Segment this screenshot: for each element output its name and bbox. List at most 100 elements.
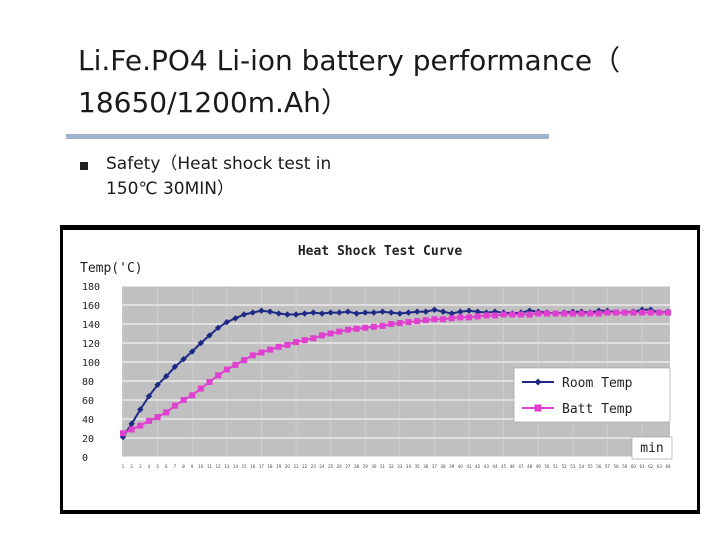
data-point-batt — [466, 314, 473, 321]
x-tick-label: 3 — [139, 464, 142, 469]
data-point-batt — [621, 309, 628, 316]
data-point-batt — [613, 309, 620, 316]
x-tick-label: 57 — [605, 464, 611, 469]
chart-frame: 0 20 40 60 80 100 120 140 160 180 Heat Shock Test … — [60, 225, 700, 514]
x-tick-label: 46 — [510, 464, 516, 469]
x-axis-label: min — [640, 441, 663, 456]
data-point-batt — [128, 426, 135, 433]
x-tick-label: 22 — [302, 464, 308, 469]
data-point-room — [465, 307, 473, 314]
data-point-batt — [457, 314, 464, 321]
data-point-room — [396, 310, 404, 317]
data-point-batt — [500, 311, 507, 318]
x-tick-label: 59 — [622, 464, 628, 469]
data-point-room — [362, 309, 369, 316]
x-tick-label: 53 — [570, 464, 576, 469]
x-tick-label: 12 — [216, 464, 222, 469]
data-point-room — [405, 309, 412, 316]
data-point-batt — [137, 422, 144, 429]
data-point-batt — [448, 315, 455, 322]
x-tick-label: 48 — [527, 464, 533, 469]
data-point-batt — [396, 320, 403, 327]
data-point-batt — [249, 352, 256, 359]
x-tick-label: 40 — [458, 464, 464, 469]
data-point-batt — [284, 341, 291, 348]
data-point-batt — [543, 310, 550, 317]
data-point-batt — [206, 378, 213, 385]
x-tick-label: 64 — [665, 464, 671, 469]
data-point-batt — [552, 310, 559, 317]
data-point-batt — [241, 357, 248, 364]
x-tick-label: 43 — [484, 464, 490, 469]
data-point-batt — [647, 309, 654, 316]
data-point-room — [457, 308, 464, 315]
x-tick-label: 26 — [337, 464, 343, 469]
x-tick-label: 20 — [285, 464, 291, 469]
data-point-batt — [163, 409, 170, 416]
data-point-batt — [301, 337, 308, 344]
x-tick-label: 31 — [380, 464, 386, 469]
data-point-room — [353, 310, 360, 317]
x-tick-label: 36 — [423, 464, 429, 469]
data-point-room — [413, 308, 421, 315]
data-point-room — [128, 420, 135, 427]
data-point-room — [301, 310, 308, 317]
x-tick-label: 38 — [441, 464, 447, 469]
data-point-room — [275, 310, 282, 317]
data-point-batt — [362, 324, 369, 331]
x-tick-label: 42 — [475, 464, 481, 469]
data-point-batt — [491, 312, 498, 319]
data-point-batt — [336, 328, 343, 335]
bullet-square-icon — [80, 162, 88, 170]
x-tick-label: 32 — [389, 464, 395, 469]
x-tick-label: 35 — [415, 464, 421, 469]
x-tick-label: 39 — [449, 464, 455, 469]
data-point-batt — [595, 310, 602, 317]
data-point-batt — [656, 309, 663, 316]
series-line-0 — [122, 308, 669, 438]
x-tick-label: 54 — [579, 464, 585, 469]
x-tick-label: 51 — [553, 464, 559, 469]
data-point-batt — [509, 311, 516, 318]
x-tick-label: 6 — [165, 464, 168, 469]
x-tick-label: 50 — [544, 464, 550, 469]
data-point-room — [422, 308, 429, 315]
bullet-line-2: 150℃ 30MIN） — [106, 179, 234, 199]
x-tick-label: 49 — [536, 464, 542, 469]
x-tick-label: 21 — [293, 464, 299, 469]
data-point-batt — [171, 402, 178, 409]
x-tick-label: 41 — [466, 464, 472, 469]
x-tick-label: 14 — [233, 464, 239, 469]
x-tick-label: 58 — [614, 464, 620, 469]
y-tick-label: 120 — [82, 339, 100, 350]
data-point-batt — [215, 372, 222, 379]
data-point-room — [258, 307, 265, 314]
data-point-room — [223, 318, 231, 326]
legend-marker-batt — [534, 404, 542, 412]
y-tick-label: 140 — [82, 320, 100, 331]
data-point-batt — [189, 392, 196, 399]
data-point-batt — [569, 310, 576, 317]
data-point-batt — [630, 309, 637, 316]
x-tick-label: 13 — [224, 464, 230, 469]
data-point-room — [344, 308, 352, 315]
data-point-room — [171, 363, 179, 370]
x-tick-label: 37 — [432, 464, 438, 469]
x-tick-label: 29 — [363, 464, 369, 469]
x-tick-label: 4 — [148, 464, 151, 469]
slide-title: Li.Fe.PO4 Li-ion battery performance（ 18… — [78, 40, 698, 124]
data-point-room — [266, 308, 274, 315]
data-point-batt — [517, 311, 524, 318]
data-point-batt — [379, 322, 386, 329]
legend-box — [513, 367, 671, 423]
x-tick-label: 10 — [198, 464, 204, 469]
data-point-room — [145, 393, 153, 400]
x-tick-label: 60 — [631, 464, 637, 469]
data-point-batt — [232, 361, 239, 368]
data-point-room — [379, 308, 386, 315]
data-point-batt — [275, 343, 282, 350]
x-tick-label: 56 — [596, 464, 602, 469]
x-tick-label: 9 — [191, 464, 194, 469]
data-point-room — [474, 308, 481, 315]
data-point-batt — [370, 323, 377, 330]
